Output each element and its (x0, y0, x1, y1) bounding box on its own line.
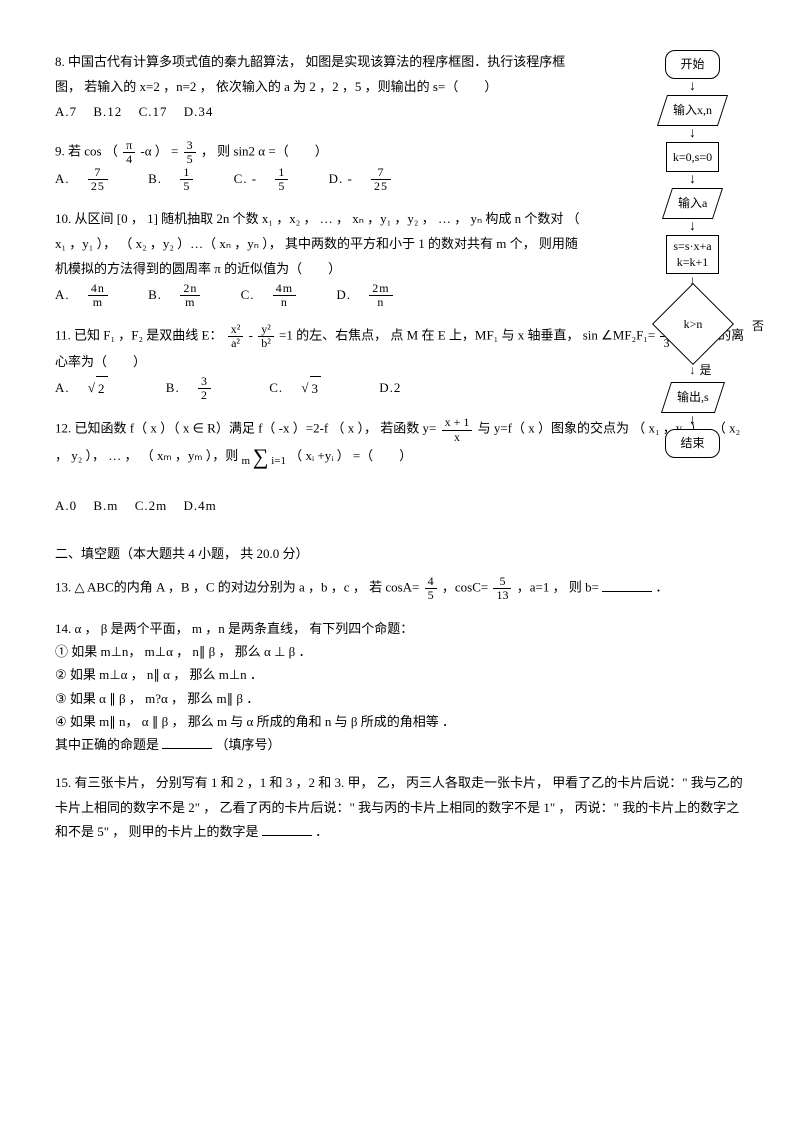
arrow-down-icon: ↓ (625, 173, 760, 187)
question-13: 13. △ ABC的内角 A ，B ，C 的对边分别为 a ，b ，c ， 若 … (55, 575, 745, 602)
q12-options: A.0 B.m C.2m D.4m (55, 497, 229, 512)
arrow-down-icon: ↓ (625, 220, 760, 234)
section-2-title: 二、填空题（本大题共 4 小题， 共 20.0 分） (55, 542, 745, 567)
fc-condition: k>n (651, 283, 733, 365)
fc-start: 开始 (665, 50, 719, 79)
arrow-down-icon: ↓ (625, 414, 760, 428)
fc-output: 输出,s (661, 382, 725, 413)
question-8: 8. 中国古代有计算多项式值的秦九韶算法， 如图是实现该算法的程序框图．执行该程… (55, 50, 585, 125)
blank-input (602, 578, 652, 592)
sigma-icon: m ∑ i=1 (241, 446, 286, 468)
fc-no-label: 否 (752, 315, 764, 338)
fc-update: s=s·x+ak=k+1 (666, 235, 718, 274)
fc-input-a: 输入a (662, 188, 723, 219)
blank-input (162, 735, 212, 749)
blank-input (262, 822, 312, 836)
q10-options: A. 4nm B. 2nm C. 4mn D. 2mn (55, 286, 429, 301)
q9-options: A. 725 B. 15 C. - 15 D. - 725 (55, 171, 427, 186)
fc-init: k=0,s=0 (666, 142, 719, 173)
arrow-down-icon: ↓ (625, 80, 760, 94)
q11-options: A. 2 B. 32 C. 3 D.2 (55, 380, 413, 395)
fc-input-xn: 输入x,n (657, 95, 728, 126)
q8-options: A.7 B.12 C.17 D.34 (55, 103, 225, 118)
question-15: 15. 有三张卡片， 分别写有 1 和 2 ，1 和 3 ，2 和 3. 甲， … (55, 771, 745, 845)
q8-text: 8. 中国古代有计算多项式值的秦九韶算法， 如图是实现该算法的程序框图．执行该程… (55, 54, 565, 94)
fc-end: 结束 (665, 429, 719, 458)
question-9: 9. 若 cos （ π4 -α ） = 35 ， 则 sin2 α =（ ） … (55, 139, 585, 194)
arrow-down-icon: ↓ (625, 127, 760, 141)
question-14: 14. α ， β 是两个平面， m ，n 是两条直线， 有下列四个命题： ① … (55, 617, 745, 757)
flowchart-diagram: 开始 ↓ 输入x,n ↓ k=0,s=0 ↓ 输入a ↓ s=s·x+ak=k+… (625, 50, 760, 458)
question-10: 10. 从区间 [0 ， 1] 随机抽取 2n 个数 x₁ ，x₂ ， … ， … (55, 207, 585, 308)
